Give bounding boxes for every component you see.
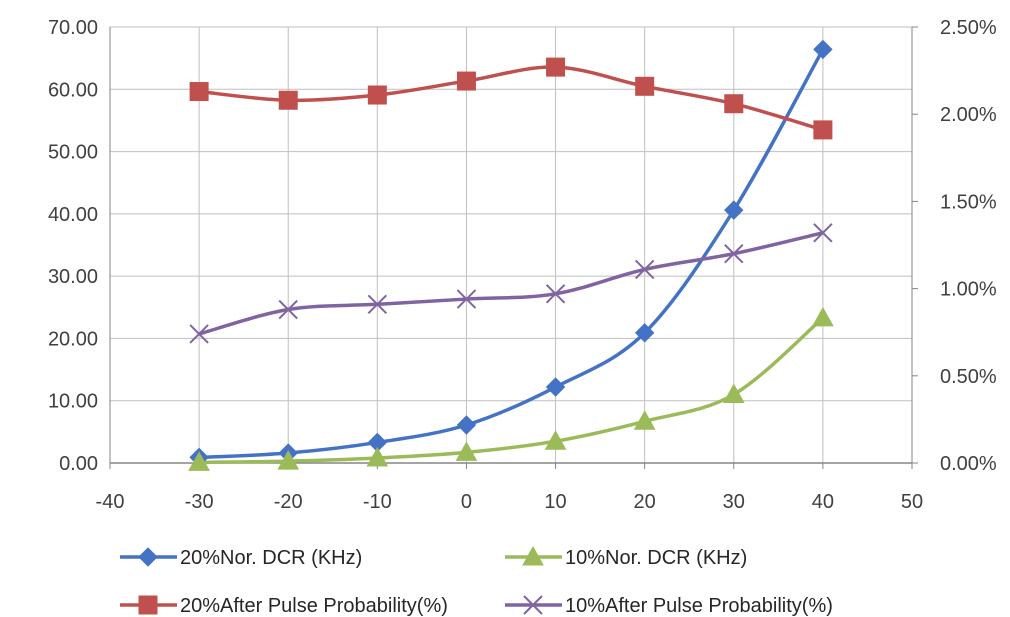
data-point-series-3 [544,430,567,450]
x-tick-label: 40 [812,491,834,513]
series-markers [188,39,834,471]
data-point-series-4 [278,299,298,320]
y-tick-label: 40.00 [48,204,98,226]
y-tick-label: 0.00 [59,453,98,475]
legend: 20%Nor. DCR (KHz) 20%After Pulse Probabil… [120,545,833,617]
y2-tick-label: 0.50% [940,366,997,388]
data-point-series-3 [722,383,745,403]
legend-item: 20%Nor. DCR (KHz) [120,547,362,569]
data-point-series-2 [635,76,655,96]
data-point-series-4 [634,259,655,280]
x-tick-label: 30 [723,491,745,513]
x-tick-label: 20 [634,491,656,513]
y2-tick-label: 2.50% [940,17,997,39]
data-point-series-1 [724,200,744,220]
data-point-series-2 [813,120,833,140]
y2-tick-label: 1.00% [940,279,997,301]
data-point-series-2 [546,57,566,77]
data-point-series-1 [456,415,477,435]
y2-tick-label: 0.00% [940,453,997,475]
data-point-series-4 [545,284,566,304]
series-line-4 [198,231,824,336]
x-marker-stroke [367,294,388,315]
y-tick-label: 30.00 [48,266,98,288]
data-point-series-2 [724,94,744,114]
x-tick-label: 0 [461,491,472,513]
x-tick-label: -30 [185,491,214,513]
data-point-series-3 [812,306,834,327]
legend-item: 10%After Pulse Probability(%) [505,595,833,617]
x-marker-stroke [634,259,655,280]
y-tick-label: 60.00 [48,79,98,101]
y-tick-label: 70.00 [48,17,98,39]
data-point-series-4 [367,294,388,315]
x-marker-stroke [456,289,477,309]
data-point-series-4 [724,244,744,264]
y2-tick-label: 1.50% [940,191,997,213]
x-marker-stroke [189,324,209,344]
legend-marker [523,595,543,615]
x-tick-label: -20 [274,491,303,513]
data-point-series-2 [367,85,387,105]
legend-label: 20%Nor. DCR (KHz) [180,547,362,569]
data-point-series-3 [277,450,300,470]
data-point-series-4 [813,223,833,243]
x-marker-stroke [724,244,744,264]
x-tick-label: -10 [363,491,392,513]
y2-tick-label: 2.00% [940,104,997,126]
data-point-series-2 [189,82,209,102]
data-point-series-1 [634,323,655,343]
x-marker-stroke [278,299,298,320]
legend-marker [138,595,158,615]
data-point-series-2 [278,90,298,110]
data-point-series-4 [189,324,209,344]
x-tick-label: 50 [901,491,923,513]
legend-marker [522,545,544,566]
data-point-series-3 [366,446,389,467]
data-point-series-3 [455,441,478,461]
data-point-series-1 [545,377,566,397]
legend-label: 10%Nor. DCR (KHz) [565,547,747,569]
y-tick-label: 20.00 [48,328,98,350]
left-y-tick-labels: 0.00 10.00 20.00 30.00 40.00 50.00 60.00 70.00 [48,17,98,475]
x-marker-stroke [545,284,566,304]
x-tick-labels: -40 -30 -20 -10 0 10 20 30 40 50 [96,491,924,513]
plot-area [110,27,912,463]
x-tick-label: -40 [96,491,125,513]
legend-item: 20%After Pulse Probability(%) [120,595,448,617]
y-tick-label: 10.00 [48,391,98,413]
x-tick-label: 10 [544,491,566,513]
x-marker-stroke [523,595,543,615]
legend-label: 10%After Pulse Probability(%) [565,595,833,617]
x-marker-stroke [813,223,833,243]
data-point-series-2 [456,71,476,91]
legend-marker [138,547,158,567]
data-point-series-4 [456,289,477,309]
legend-item: 10%Nor. DCR (KHz) [505,545,747,569]
data-point-series-3 [633,410,656,430]
data-point-series-1 [813,39,833,60]
data-point-series-3 [188,451,210,471]
right-y-tick-labels: 0.00% 0.50% 1.00% 1.50% 2.00% 2.50% [940,17,997,475]
y-tick-label: 50.00 [48,142,98,164]
legend-label: 20%After Pulse Probability(%) [180,595,448,617]
